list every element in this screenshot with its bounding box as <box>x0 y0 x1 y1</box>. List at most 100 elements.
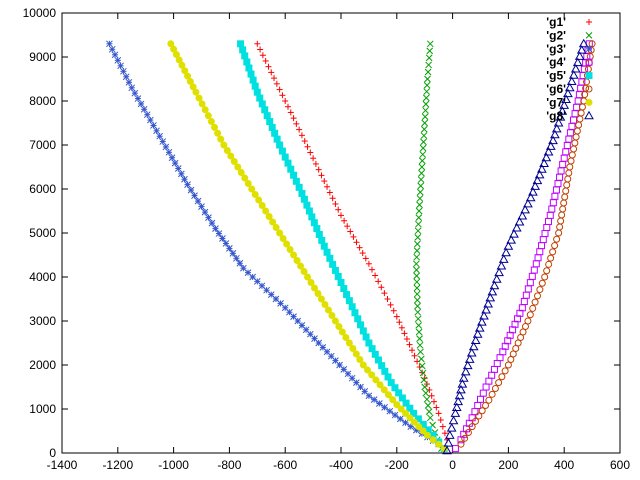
data-point <box>547 254 555 262</box>
data-point <box>553 117 564 127</box>
data-point <box>425 408 433 415</box>
data-point <box>573 127 581 135</box>
data-point <box>565 135 573 143</box>
data-point <box>365 339 373 347</box>
data-point <box>546 211 554 219</box>
data-point <box>557 106 568 115</box>
data-point <box>192 88 200 96</box>
data-point <box>421 113 429 121</box>
data-point <box>229 249 237 257</box>
data-point <box>195 94 203 102</box>
data-point <box>457 440 465 448</box>
data-point <box>227 152 235 160</box>
data-point <box>532 175 543 185</box>
data-point <box>381 290 388 297</box>
legend-label: 'g6' <box>546 82 566 96</box>
data-point <box>556 173 564 181</box>
data-point <box>335 323 343 330</box>
data-point <box>335 206 342 213</box>
data-point <box>384 373 392 381</box>
data-point <box>474 401 482 409</box>
data-point <box>529 304 537 312</box>
data-point <box>414 302 421 310</box>
data-point <box>205 214 212 221</box>
data-point <box>222 240 230 247</box>
data-point <box>413 247 421 254</box>
data-point <box>426 47 434 55</box>
data-point <box>520 204 531 214</box>
data-point <box>429 436 437 444</box>
data-point <box>143 111 151 119</box>
data-point <box>541 230 549 238</box>
data-point <box>468 423 476 431</box>
data-point <box>478 407 486 415</box>
data-point <box>351 309 359 317</box>
data-point <box>323 348 331 356</box>
data-point <box>217 135 225 143</box>
data-point <box>570 116 577 124</box>
legend-label: 'g1' <box>546 15 566 29</box>
data-point <box>538 279 546 287</box>
data-point <box>506 235 517 244</box>
legend: 'g1''g2''g3''g4''g5''g6''g7''g8' <box>546 15 594 123</box>
data-point <box>466 348 477 357</box>
data-point <box>558 211 566 219</box>
data-point <box>485 292 496 302</box>
data-point <box>559 161 567 169</box>
data-point <box>570 145 578 153</box>
data-point <box>181 175 188 183</box>
data-point <box>539 158 549 167</box>
data-point <box>378 362 386 370</box>
data-point <box>208 219 216 227</box>
data-point <box>212 225 219 232</box>
data-point <box>241 52 249 60</box>
data-point <box>398 324 405 331</box>
data-point <box>315 230 323 238</box>
data-point <box>381 403 388 411</box>
data-point <box>310 219 318 227</box>
data-point <box>523 198 533 208</box>
data-point <box>314 290 322 297</box>
data-point <box>162 143 170 151</box>
data-point <box>421 119 429 127</box>
data-point <box>536 286 544 294</box>
data-point <box>337 279 345 286</box>
data-point <box>253 88 261 96</box>
data-point <box>301 138 308 145</box>
data-point <box>321 301 329 308</box>
data-point <box>254 40 261 47</box>
data-point <box>559 205 567 213</box>
data-point <box>134 95 142 102</box>
legend-item: 'g5' <box>546 69 593 83</box>
data-point <box>415 322 423 329</box>
y-tick-label: 6000 <box>29 182 56 196</box>
data-point <box>566 129 574 137</box>
y-tick-label: 2000 <box>29 358 56 372</box>
data-point <box>423 88 431 95</box>
data-point <box>514 216 525 226</box>
data-point <box>271 129 279 137</box>
data-point <box>372 272 379 279</box>
data-point <box>159 138 167 145</box>
data-point <box>131 89 139 97</box>
data-point <box>171 159 179 167</box>
plot-frame <box>61 12 621 454</box>
data-point <box>258 202 266 209</box>
data-point <box>501 367 509 375</box>
data-point <box>401 330 408 337</box>
data-point <box>411 352 418 359</box>
data-point <box>128 84 136 92</box>
data-point <box>295 183 303 191</box>
data-point <box>178 61 186 69</box>
data-point <box>568 70 579 79</box>
y-tick-label: 10000 <box>23 6 57 20</box>
data-point <box>370 396 378 404</box>
data-point <box>545 141 556 150</box>
data-point <box>578 38 589 48</box>
data-point <box>146 116 154 124</box>
data-point <box>350 233 357 240</box>
data-point <box>313 225 321 233</box>
data-point <box>422 389 430 397</box>
data-point <box>454 390 465 400</box>
data-point <box>371 350 379 358</box>
